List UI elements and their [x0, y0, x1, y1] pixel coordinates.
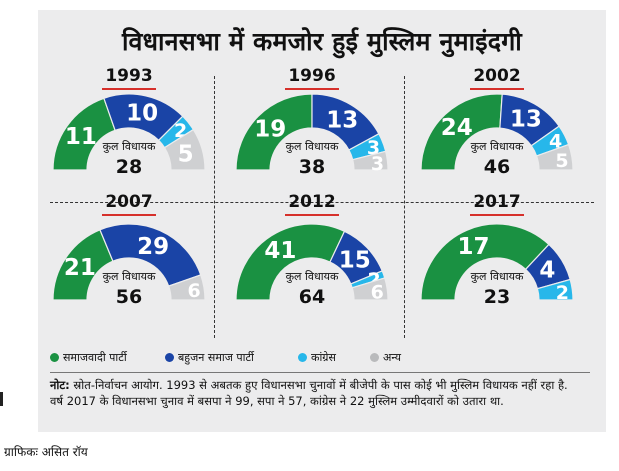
- segment-value-label: 2: [556, 282, 569, 304]
- total-mla-label: कुल विधायक: [103, 270, 156, 283]
- year-underline: [102, 214, 156, 216]
- segment-value-label: 6: [187, 280, 200, 302]
- segment-value-label: 10: [126, 100, 158, 126]
- total-mla-value: 64: [299, 286, 325, 308]
- year-label: 2002: [473, 66, 521, 86]
- source-note: नोट: स्रोत-निर्वाचन आयोग. 1993 से अबतक ह…: [50, 378, 580, 409]
- legend-swatch-bsp: [165, 353, 174, 362]
- donut-segment-sp: [235, 223, 346, 301]
- legend-swatch-other: [370, 353, 379, 362]
- donut-segment-sp: [420, 223, 550, 301]
- row-divider: [50, 202, 594, 203]
- year-label: 2017: [473, 192, 521, 212]
- year-label: 2007: [105, 192, 153, 212]
- segment-value-label: 11: [65, 124, 97, 150]
- total-mla-value: 56: [116, 286, 142, 308]
- column-divider-1: [214, 76, 215, 338]
- segment-value-label: 4: [539, 257, 555, 283]
- donut-segment-other: [163, 128, 206, 171]
- donut-segment-other: [351, 150, 389, 171]
- legend-label: समाजवादी पार्टी: [63, 351, 127, 364]
- segment-value-label: 5: [555, 150, 568, 172]
- segment-value-label: 13: [510, 107, 542, 133]
- year-underline: [470, 88, 524, 90]
- segment-value-label: 3: [371, 153, 384, 175]
- year-underline: [102, 88, 156, 90]
- graphic-credit: ग्राफिकः असित रॉय: [4, 445, 88, 459]
- segment-value-label: 15: [339, 247, 371, 273]
- note-divider: [50, 372, 590, 373]
- segment-value-label: 13: [326, 107, 358, 133]
- total-mla-value: 28: [116, 156, 142, 178]
- legend-item-congress: कांग्रेस: [298, 350, 336, 365]
- page-title: विधानसभा में कमजोर हुई मुस्लिम नुमाइंदगी: [122, 27, 522, 56]
- total-mla-value: 23: [484, 286, 510, 308]
- donut-segment-sp: [420, 93, 503, 171]
- segment-value-label: 41: [264, 238, 296, 264]
- legend-swatch-sp: [50, 353, 59, 362]
- year-underline: [285, 88, 339, 90]
- legend-label: अन्य: [383, 351, 402, 364]
- segment-value-label: 5: [178, 142, 194, 168]
- year-label: 1996: [288, 66, 336, 86]
- donut-segment-other: [167, 274, 206, 301]
- total-mla-label: कुल विधायक: [286, 270, 339, 283]
- legend-item-sp: समाजवादी पार्टी: [50, 350, 127, 365]
- note-text: स्रोत-निर्वाचन आयोग. 1993 से अबतक हुए वि…: [50, 378, 568, 408]
- total-mla-label: कुल विधायक: [103, 140, 156, 153]
- year-label: 2012: [288, 192, 336, 212]
- legend-label: कांग्रेस: [311, 351, 336, 364]
- legend: समाजवादी पार्टी बहुजन समाज पार्टी कांग्र…: [50, 350, 590, 366]
- infographic-panel: विधानसभा में कमजोर हुई मुस्लिम नुमाइंदगी…: [38, 10, 606, 432]
- year-underline: [285, 214, 339, 216]
- legend-label: बहुजन समाज पार्टी: [178, 351, 254, 364]
- legend-swatch-congress: [298, 353, 307, 362]
- total-mla-value: 46: [484, 156, 510, 178]
- year-underline: [470, 214, 524, 216]
- total-mla-label: कुल विधायक: [471, 270, 524, 283]
- edge-mark: [0, 392, 3, 406]
- note-label: नोट:: [50, 378, 70, 392]
- segment-value-label: 4: [549, 131, 562, 153]
- total-mla-label: कुल विधायक: [286, 140, 339, 153]
- segment-value-label: 24: [441, 115, 473, 141]
- segment-value-label: 19: [254, 116, 286, 142]
- donut-segment-other: [351, 277, 389, 301]
- column-divider-2: [404, 76, 405, 338]
- donut-segment-bsp: [99, 223, 202, 287]
- year-label: 1993: [105, 66, 153, 86]
- segment-value-label: 17: [457, 234, 489, 260]
- donut-segment-other: [535, 143, 574, 171]
- donut-segment-congress: [536, 278, 574, 301]
- legend-item-other: अन्य: [370, 350, 401, 365]
- segment-value-label: 21: [64, 255, 96, 281]
- total-mla-label: कुल विधायक: [471, 140, 524, 153]
- total-mla-value: 38: [299, 156, 325, 178]
- legend-item-bsp: बहुजन समाज पार्टी: [165, 350, 254, 365]
- segment-value-label: 6: [371, 281, 384, 303]
- segment-value-label: 29: [137, 234, 169, 260]
